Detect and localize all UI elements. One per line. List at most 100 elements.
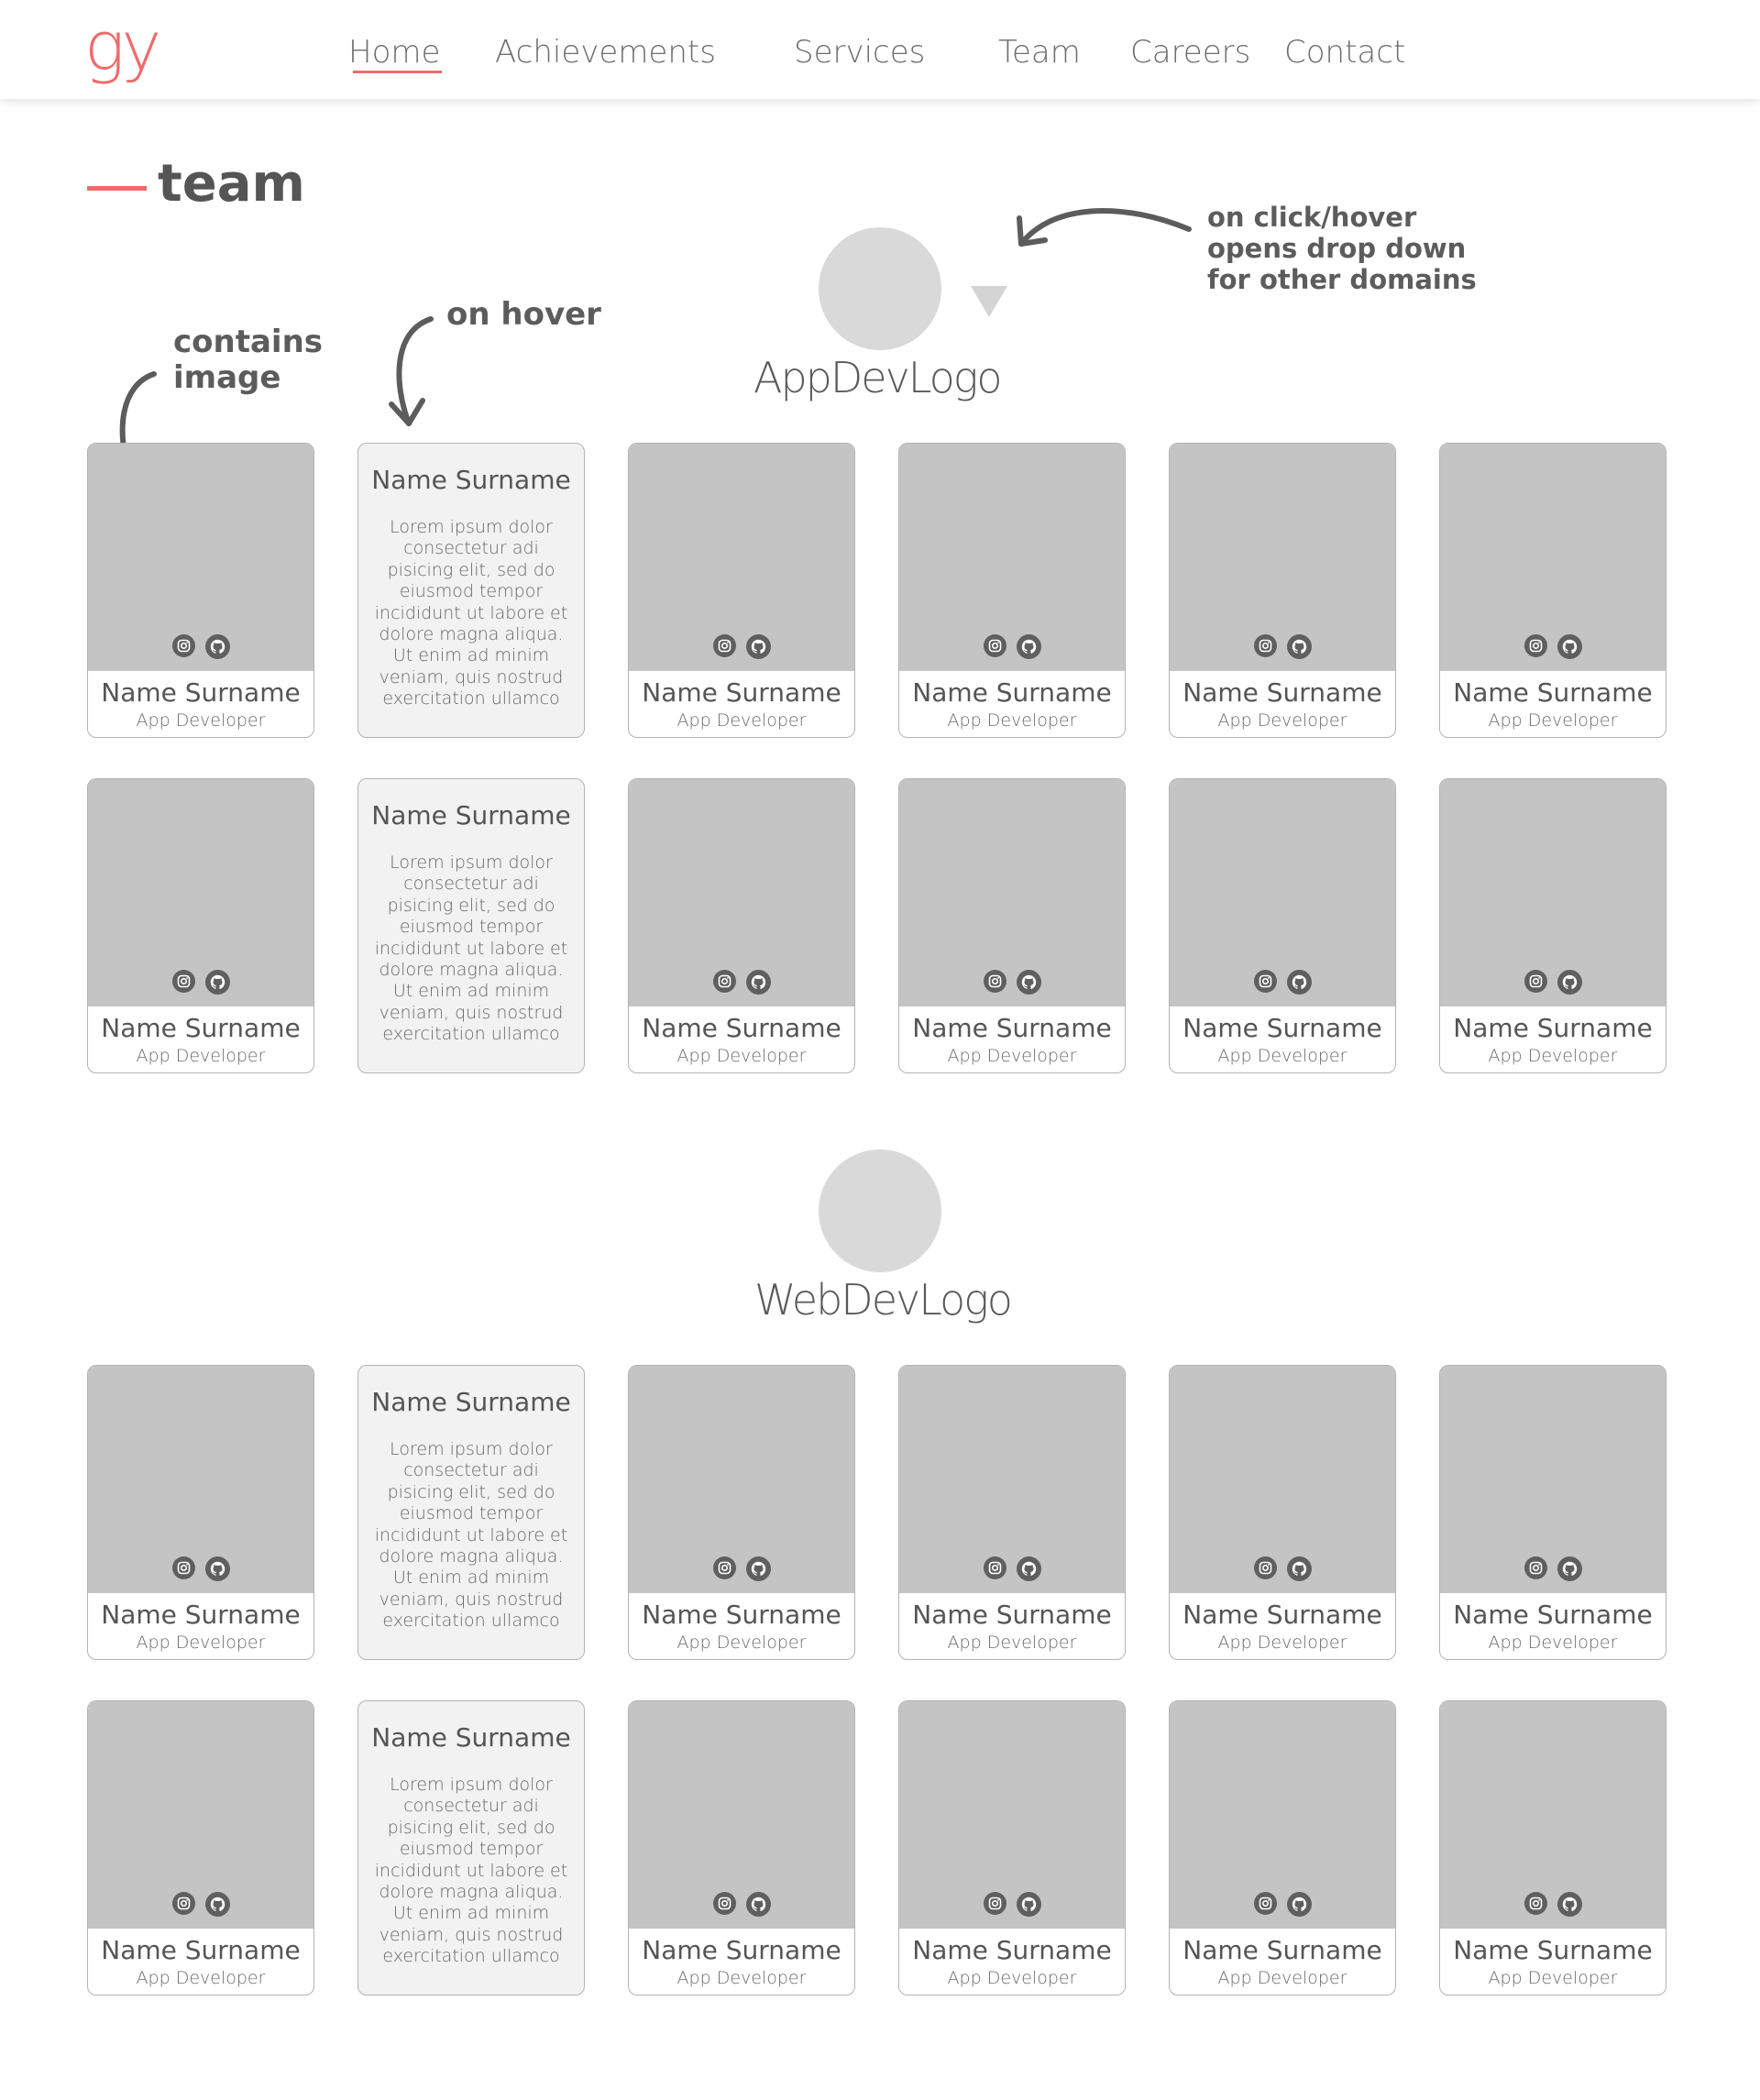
team-member-card[interactable]: Name Surname App Developer: [1169, 1700, 1396, 1996]
member-name: Name Surname: [371, 1722, 571, 1753]
instagram-icon[interactable]: [983, 634, 1006, 657]
social-icons: [88, 634, 314, 659]
github-icon[interactable]: [1286, 634, 1312, 659]
team-member-card[interactable]: Name Surname App Developer: [1439, 1700, 1666, 1996]
github-icon[interactable]: [1286, 1556, 1312, 1581]
member-name: Name Surname: [101, 1013, 301, 1043]
member-name: Name Surname: [642, 1935, 842, 1965]
github-icon[interactable]: [1286, 1892, 1312, 1917]
domain-logo-circle[interactable]: [819, 227, 941, 350]
team-member-card[interactable]: Name Surname App Developer: [628, 1365, 855, 1660]
social-icons: [899, 1556, 1125, 1581]
social-icons: [88, 1556, 314, 1581]
member-name: Name Surname: [101, 1600, 301, 1630]
instagram-icon[interactable]: [712, 970, 736, 993]
nav-link-team[interactable]: Team: [998, 34, 1081, 71]
github-icon[interactable]: [745, 634, 771, 659]
github-icon[interactable]: [1286, 970, 1312, 995]
nav-link-careers[interactable]: Careers: [1130, 34, 1251, 71]
team-member-card-hovered[interactable]: Name Surname Lorem ipsum dolor consectetu…: [358, 778, 585, 1073]
member-role: App Developer: [1488, 1046, 1618, 1066]
github-icon[interactable]: [1016, 1892, 1041, 1917]
instagram-icon[interactable]: [171, 634, 195, 657]
brand-logo[interactable]: gy: [84, 7, 161, 86]
github-icon[interactable]: [1556, 1892, 1582, 1917]
instagram-icon[interactable]: [1524, 970, 1547, 993]
team-member-card[interactable]: Name Surname App Developer: [898, 443, 1126, 738]
team-member-card-hovered[interactable]: Name Surname Lorem ipsum dolor consectetu…: [358, 1365, 585, 1660]
instagram-icon[interactable]: [1253, 1892, 1277, 1915]
team-member-card[interactable]: Name Surname App Developer: [898, 778, 1126, 1073]
member-bio: Lorem ipsum dolor consectetur adi pisici…: [374, 517, 568, 709]
member-photo: [1440, 444, 1666, 671]
social-icons: [1170, 634, 1395, 659]
team-member-card[interactable]: Name Surname App Developer: [628, 443, 855, 738]
member-role: App Developer: [1488, 710, 1618, 731]
team-member-card[interactable]: Name Surname App Developer: [1439, 443, 1666, 738]
instagram-icon[interactable]: [983, 970, 1006, 993]
team-member-card[interactable]: Name Surname App Developer: [628, 778, 855, 1073]
dropdown-triangle-icon[interactable]: [971, 286, 1007, 317]
team-member-card[interactable]: Name Surname App Developer: [1439, 1365, 1666, 1660]
team-member-card-hovered[interactable]: Name Surname Lorem ipsum dolor consectetu…: [358, 1700, 585, 1996]
nav-link-home[interactable]: Home: [348, 34, 441, 71]
team-member-card[interactable]: Name Surname App Developer: [1169, 443, 1396, 738]
github-icon[interactable]: [1016, 1556, 1041, 1581]
member-role: App Developer: [136, 1633, 266, 1653]
instagram-icon[interactable]: [1524, 1892, 1547, 1915]
instagram-icon[interactable]: [171, 1892, 195, 1915]
domain-logo-circle[interactable]: [819, 1149, 941, 1272]
instagram-icon[interactable]: [983, 1556, 1006, 1579]
github-icon[interactable]: [1556, 970, 1582, 995]
social-icons: [1440, 634, 1666, 659]
member-role: App Developer: [1488, 1968, 1618, 1988]
instagram-icon[interactable]: [1524, 634, 1547, 657]
team-member-card[interactable]: Name Surname App Developer: [1439, 778, 1666, 1073]
nav-link-services[interactable]: Services: [794, 34, 926, 71]
member-photo: [899, 444, 1125, 671]
nav-link-contact[interactable]: Contact: [1284, 34, 1406, 71]
team-member-card[interactable]: Name Surname App Developer: [898, 1700, 1126, 1996]
team-member-card[interactable]: Name Surname App Developer: [87, 443, 314, 738]
team-member-card-hovered[interactable]: Name Surname Lorem ipsum dolor consectetu…: [358, 443, 585, 738]
instagram-icon[interactable]: [712, 1892, 736, 1915]
team-member-card[interactable]: Name Surname App Developer: [1169, 1365, 1396, 1660]
nav-link-achievements[interactable]: Achievements: [495, 34, 716, 71]
annotation-contains-image: contains image: [173, 324, 324, 397]
team-member-card[interactable]: Name Surname App Developer: [628, 1700, 855, 1996]
instagram-icon[interactable]: [1253, 970, 1277, 993]
team-member-card[interactable]: Name Surname App Developer: [1169, 778, 1396, 1073]
instagram-icon[interactable]: [712, 1556, 736, 1579]
domain-logo-text: WebDevLogo: [754, 1275, 1013, 1325]
page-title: team: [158, 154, 305, 214]
social-icons: [1440, 970, 1666, 995]
instagram-icon[interactable]: [712, 634, 736, 657]
team-member-card[interactable]: Name Surname App Developer: [87, 1365, 314, 1660]
instagram-icon[interactable]: [983, 1892, 1006, 1915]
team-member-card[interactable]: Name Surname App Developer: [87, 1700, 314, 1996]
active-nav-underline: [353, 71, 442, 73]
social-icons: [899, 634, 1125, 659]
github-icon[interactable]: [204, 1892, 230, 1917]
member-role: App Developer: [947, 1046, 1077, 1066]
github-icon[interactable]: [204, 1556, 230, 1581]
github-icon[interactable]: [204, 970, 230, 995]
instagram-icon[interactable]: [1253, 634, 1277, 657]
github-icon[interactable]: [1016, 634, 1041, 659]
github-icon[interactable]: [1556, 1556, 1582, 1581]
github-icon[interactable]: [1556, 634, 1582, 659]
instagram-icon[interactable]: [1253, 1556, 1277, 1579]
instagram-icon[interactable]: [1524, 1556, 1547, 1579]
member-name: Name Surname: [101, 1935, 301, 1965]
instagram-icon[interactable]: [171, 970, 195, 993]
github-icon[interactable]: [745, 1556, 771, 1581]
github-icon[interactable]: [204, 634, 230, 659]
github-icon[interactable]: [1016, 970, 1041, 995]
team-member-card[interactable]: Name Surname App Developer: [898, 1365, 1126, 1660]
github-icon[interactable]: [745, 970, 771, 995]
team-member-card[interactable]: Name Surname App Developer: [87, 778, 314, 1073]
member-role: App Developer: [947, 1633, 1077, 1653]
instagram-icon[interactable]: [171, 1556, 195, 1579]
member-photo: [1170, 1366, 1395, 1593]
github-icon[interactable]: [745, 1892, 771, 1917]
